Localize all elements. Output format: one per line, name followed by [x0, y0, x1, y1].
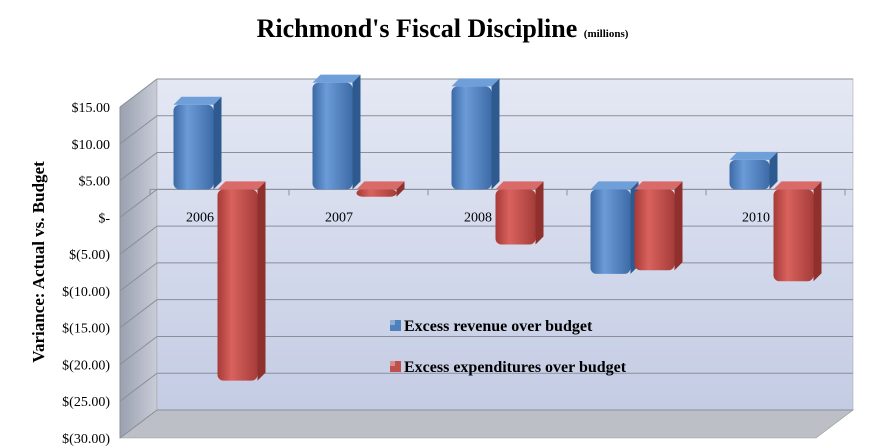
bar-front — [495, 189, 536, 245]
bar-front — [773, 189, 814, 282]
bar-top — [729, 151, 778, 160]
bar-top — [773, 181, 822, 190]
bar — [590, 181, 639, 274]
legend-swatch — [390, 361, 401, 372]
legend-item: Excess revenue over budget — [390, 318, 593, 335]
y-tick-label: $15.00 — [72, 101, 111, 116]
x-tick-label: 2006 — [186, 210, 214, 225]
bar-front — [634, 189, 675, 271]
bar — [495, 181, 544, 245]
gridline — [119, 115, 853, 145]
bar-side — [213, 96, 222, 190]
bar-top — [495, 181, 544, 190]
gridline — [119, 299, 853, 329]
gridline — [119, 335, 853, 365]
y-tick-label: $(10.00) — [62, 285, 110, 300]
bar-front — [217, 189, 258, 381]
bar — [356, 181, 405, 197]
bar-top — [217, 181, 266, 190]
y-tick-label: $5.00 — [79, 175, 111, 190]
bar-front — [312, 82, 353, 190]
chart-subtitle: (millions) — [583, 28, 629, 40]
y-axis-label: Variance: Actual vs. Budget — [29, 161, 48, 363]
gridline — [119, 409, 853, 439]
bar-front — [173, 104, 214, 190]
legend-swatch-highlight — [390, 361, 395, 366]
y-tick-label: $(30.00) — [62, 432, 110, 447]
bar — [173, 96, 222, 190]
chart-title: Richmond's Fiscal Discipline (millions) — [0, 14, 885, 49]
bar-top — [451, 78, 500, 87]
bar — [729, 151, 778, 190]
legend-label: Excess revenue over budget — [404, 318, 593, 335]
bar-side — [396, 181, 405, 197]
legend-label: Excess expenditures over budget — [404, 359, 627, 376]
legend-swatch-highlight — [390, 320, 395, 325]
y-tick-label: $10.00 — [72, 138, 111, 153]
bar — [217, 181, 266, 381]
bar — [773, 181, 822, 282]
legend-item: Excess expenditures over budget — [390, 359, 627, 376]
legend: Excess revenue over budget Excess expendi… — [390, 318, 627, 376]
bar-side — [257, 181, 266, 381]
bar-top — [173, 96, 222, 105]
side-wall — [119, 78, 158, 439]
bar-side — [352, 74, 361, 190]
x-tick-label: 2008 — [464, 210, 492, 225]
floor — [119, 409, 854, 439]
bar — [634, 181, 683, 271]
gridline — [119, 78, 853, 108]
bar-top — [590, 181, 639, 190]
gridline — [119, 372, 853, 402]
y-tick-label: $(20.00) — [62, 358, 110, 373]
y-tick-label: $- — [98, 211, 110, 226]
bar-front — [356, 189, 397, 197]
y-tick-label: $(5.00) — [69, 248, 110, 263]
y-axis-ticks: $15.00 $10.00 $5.00 $- $(5.00) $(10.00) $(15.0… — [62, 101, 110, 447]
gridline — [119, 152, 853, 181]
bar-front — [451, 86, 492, 190]
y-tick-label: $(15.00) — [62, 322, 110, 337]
bar — [451, 78, 500, 190]
bar-front — [729, 159, 770, 190]
legend-swatch — [390, 320, 401, 331]
bar-front — [590, 189, 631, 274]
chart-title-text: Richmond's Fiscal Discipline — [256, 14, 578, 43]
x-tick-label: 2007 — [325, 210, 353, 225]
bar — [312, 74, 361, 190]
x-tick-label: 2010 — [742, 210, 770, 225]
y-tick-label: $(25.00) — [62, 395, 110, 410]
bars — [173, 74, 822, 381]
bar-top — [634, 181, 683, 190]
bar-side — [491, 78, 500, 190]
bar-side — [674, 181, 683, 271]
bar-side — [535, 181, 544, 245]
bar-top — [356, 181, 405, 190]
bar-side — [769, 151, 778, 190]
bar-top — [312, 74, 361, 83]
bar-side — [813, 181, 822, 282]
